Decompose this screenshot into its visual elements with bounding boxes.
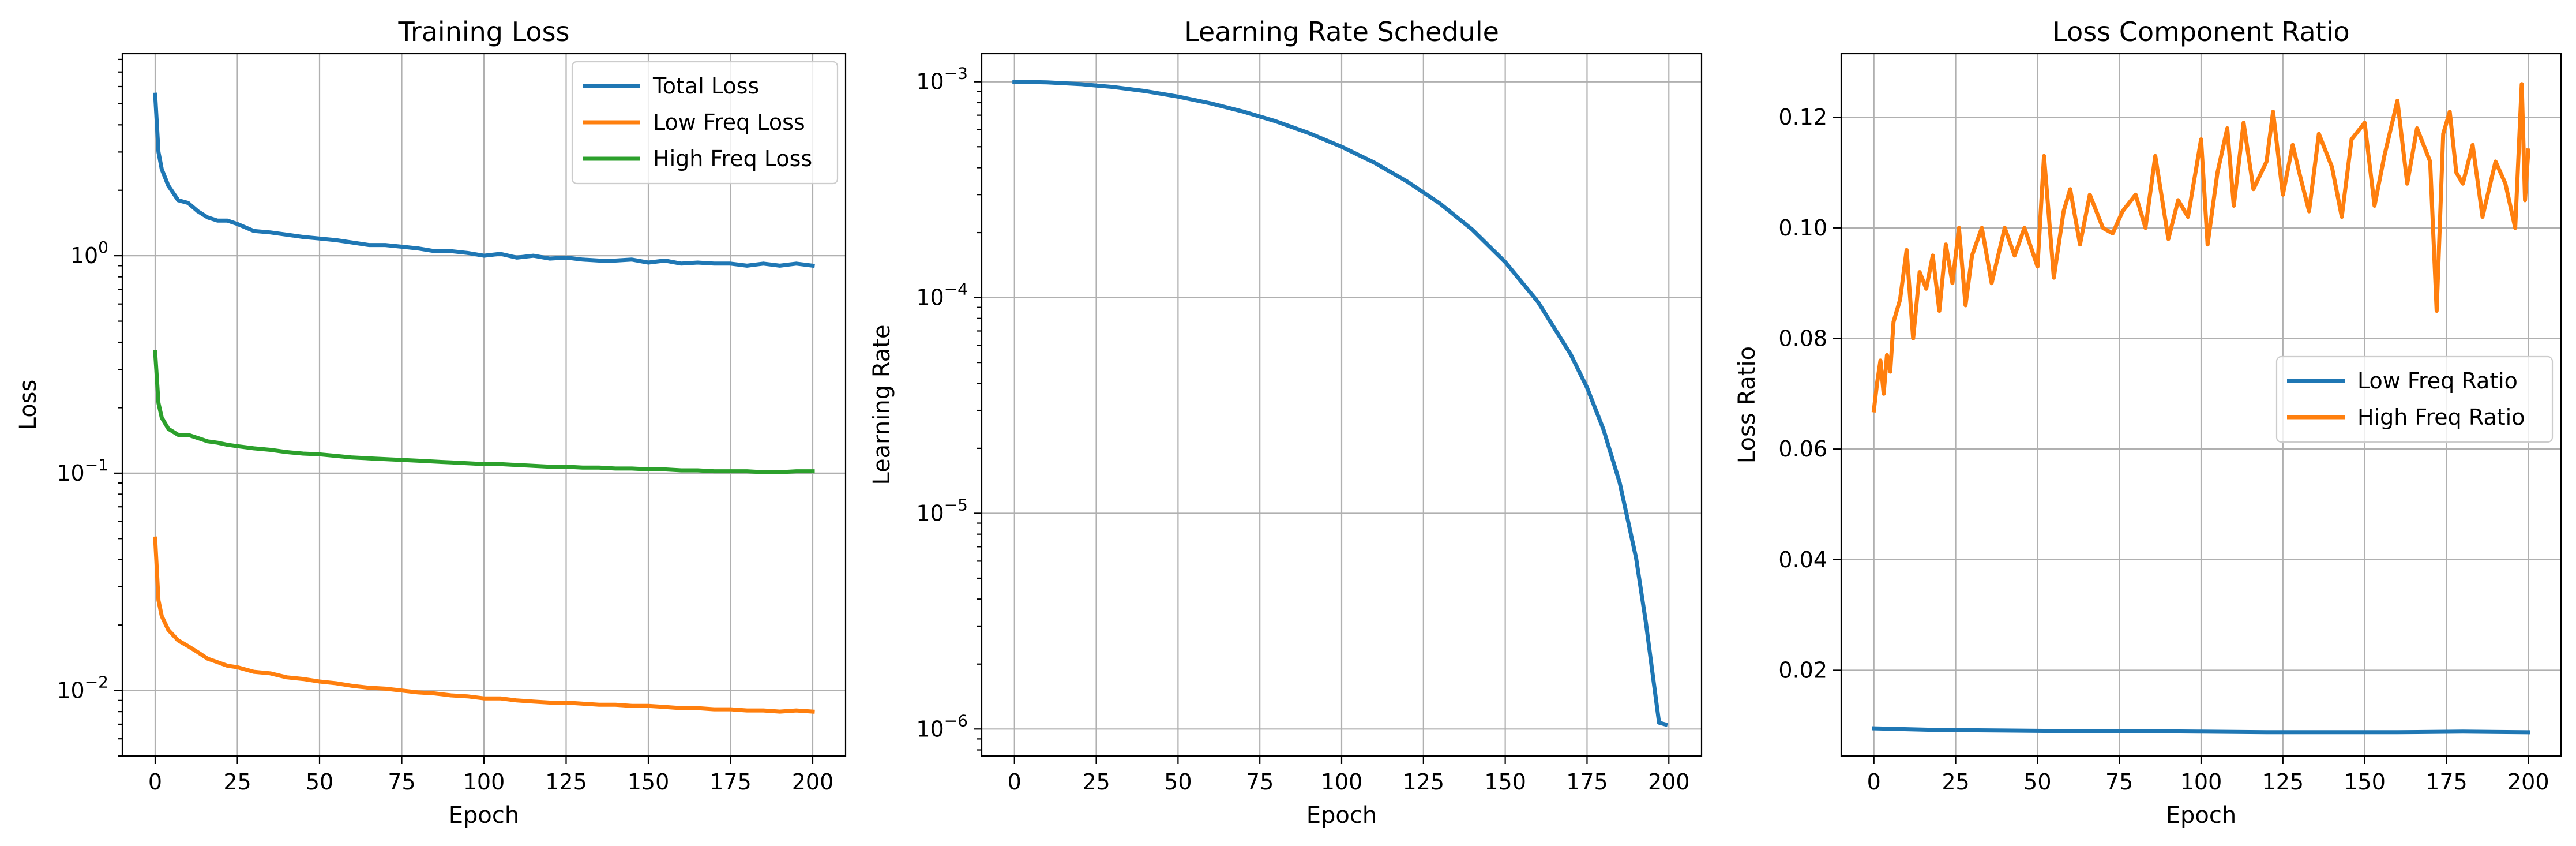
legend: Total Loss Low Freq Loss High Freq Loss — [571, 61, 839, 185]
x-tick-label: 0 — [1008, 769, 1022, 795]
x-axis-label: Epoch — [2166, 802, 2236, 829]
series-line-high-freq-ratio — [1871, 82, 2531, 413]
x-tick-label: 50 — [1164, 769, 1192, 795]
series-line-low-freq-ratio — [1872, 726, 2530, 735]
x-tick-label: 25 — [1942, 769, 1969, 795]
y-tick-label: 0.12 — [1778, 104, 1827, 130]
legend-label: High Freq Loss — [653, 146, 812, 171]
y-tick-label: 10−4 — [916, 280, 968, 310]
legend-label: High Freq Ratio — [2357, 405, 2525, 430]
x-axis-label: Epoch — [1306, 802, 1377, 829]
y-axis-label: Loss — [15, 380, 42, 431]
x-tick-label: 25 — [1082, 769, 1110, 795]
y-tick-label: 0.06 — [1778, 436, 1827, 462]
y-tick-label: 0.04 — [1778, 547, 1827, 572]
y-tick-label: 100 — [70, 238, 108, 268]
x-tick-label: 200 — [2507, 769, 2549, 795]
x-tick-label: 200 — [792, 769, 834, 795]
x-tick-label: 125 — [545, 769, 587, 795]
x-tick-label: 100 — [2180, 769, 2222, 795]
series-line-total-loss — [153, 92, 815, 268]
x-tick-label: 175 — [1566, 769, 1608, 795]
x-tick-label: 125 — [2262, 769, 2304, 795]
chart-title: Loss Component Ratio — [2052, 16, 2349, 47]
legend-label: Total Loss — [652, 73, 759, 99]
x-tick-label: 50 — [2023, 769, 2051, 795]
x-tick-label: 100 — [1321, 769, 1363, 795]
y-tick-label: 10−2 — [57, 673, 108, 703]
y-tick-label: 10−1 — [57, 455, 108, 486]
y-tick-label: 0.02 — [1778, 657, 1827, 683]
legend-box — [571, 61, 839, 185]
series-line-low-freq-loss — [153, 536, 815, 714]
y-tick-label: 0.10 — [1778, 215, 1827, 241]
x-tick-label: 50 — [306, 769, 333, 795]
chart-title: Training Loss — [397, 16, 569, 47]
x-tick-label: 0 — [1867, 769, 1881, 795]
y-tick-label: 10−6 — [916, 711, 968, 742]
y-tick-label: 0.08 — [1778, 326, 1827, 351]
series-line-learning-rate — [1012, 80, 1668, 727]
x-tick-label: 100 — [463, 769, 505, 795]
x-tick-label: 175 — [2425, 769, 2468, 795]
x-tick-label: 150 — [2344, 769, 2386, 795]
chart-panel-3: 0 25 50 75 100 125 150 175 200 0.02 0.04 0.06 0.08 0.… — [1734, 16, 2562, 829]
x-tick-label: 125 — [1403, 769, 1445, 795]
y-tick-label: 10−5 — [916, 495, 968, 526]
x-tick-label: 175 — [709, 769, 752, 795]
legend: Low Freq Ratio High Freq Ratio — [2275, 355, 2554, 443]
legend-label: Low Freq Loss — [653, 110, 805, 135]
series-line-high-freq-loss — [153, 350, 815, 474]
legend-label: Low Freq Ratio — [2357, 368, 2518, 394]
y-axis-label: Loss Ratio — [1734, 346, 1760, 463]
x-tick-label: 25 — [223, 769, 251, 795]
chart-panel-2: 0 25 50 75 100 125 150 175 200 10−6 10−5 10−4 10−3 Le… — [869, 16, 1703, 829]
x-tick-label: 200 — [1648, 769, 1690, 795]
legend-box — [2275, 355, 2554, 443]
chart-panel-1: 0 25 50 75 100 125 150 175 200 10−2 10−1 100 Trainin… — [15, 16, 847, 829]
x-tick-label: 150 — [628, 769, 670, 795]
y-axis-label: Learning Rate — [869, 324, 895, 485]
x-tick-label: 75 — [2105, 769, 2133, 795]
chart-title: Learning Rate Schedule — [1184, 16, 1499, 47]
x-tick-label: 75 — [1246, 769, 1274, 795]
x-tick-label: 150 — [1484, 769, 1526, 795]
y-tick-label: 10−3 — [916, 64, 968, 95]
x-tick-label: 0 — [148, 769, 162, 795]
x-tick-label: 75 — [388, 769, 415, 795]
x-axis-label: Epoch — [449, 802, 519, 829]
